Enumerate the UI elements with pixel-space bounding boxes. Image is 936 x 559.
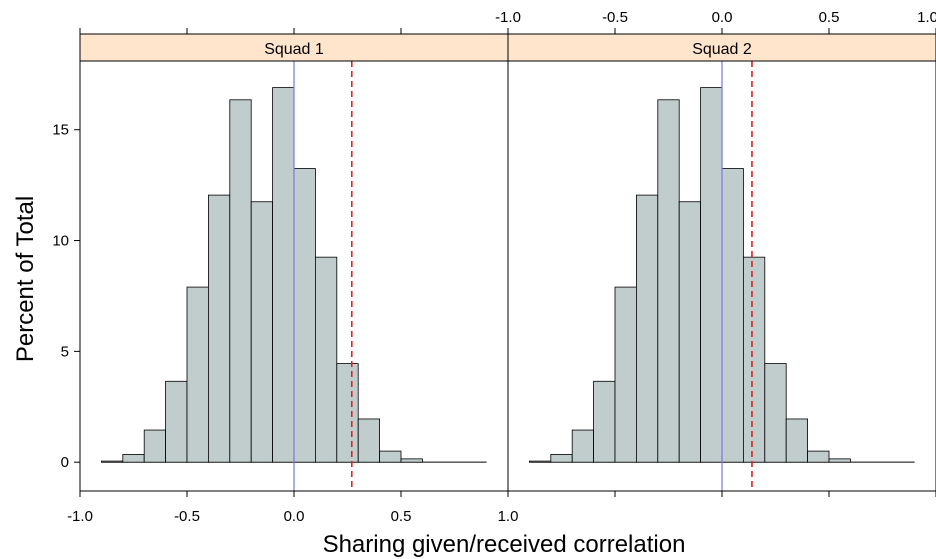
- histogram-bar: [550, 454, 573, 463]
- x-tick-label-top: 0.0: [712, 9, 733, 26]
- y-tick-label: 10: [52, 233, 69, 250]
- x-tick-label-top: -0.5: [602, 9, 628, 26]
- histogram-bar: [529, 460, 552, 463]
- histogram-bar: [571, 429, 595, 463]
- x-tick-label-top: 0.5: [819, 9, 840, 26]
- histogram-bar: [700, 87, 723, 463]
- x-tick-label-bottom: -0.5: [174, 508, 200, 525]
- histogram-bar: [143, 429, 166, 463]
- histogram-bar: [400, 458, 423, 463]
- x-tick-label-bottom: 1.0: [498, 508, 519, 525]
- y-tick-label: 5: [61, 343, 69, 360]
- histogram-bar: [785, 418, 809, 463]
- histogram-bar: [314, 256, 338, 463]
- x-axis-title: Sharing given/received correlation: [323, 531, 686, 558]
- histogram-bar: [101, 460, 124, 463]
- histogram-bar: [828, 458, 851, 463]
- histogram-bar: [122, 454, 145, 463]
- y-tick-label: 0: [61, 454, 69, 471]
- histogram-bar: [272, 87, 295, 463]
- x-tick-label-bottom: 0.5: [391, 508, 412, 525]
- histogram-bar: [743, 256, 766, 463]
- histogram-bar: [165, 380, 188, 463]
- x-tick-label-top: 1.0: [917, 9, 936, 26]
- histogram-bar: [379, 450, 402, 463]
- y-axis-title: Percent of Total: [12, 196, 39, 362]
- x-tick-label-bottom: -1.0: [67, 508, 93, 525]
- x-tick-label-bottom: 0.0: [284, 508, 305, 525]
- histogram-bar: [636, 194, 659, 463]
- histogram-bar: [657, 99, 680, 463]
- y-tick-label: 15: [52, 122, 69, 139]
- histogram-bar: [678, 201, 702, 463]
- histogram-bar: [357, 418, 381, 463]
- histogram-bar: [721, 168, 744, 463]
- panel-strip-2: [507, 33, 936, 62]
- histogram-bar: [293, 168, 316, 463]
- panel-title-2: Squad 2: [692, 41, 752, 58]
- histogram-bar: [593, 380, 616, 463]
- histogram-bar: [207, 194, 231, 463]
- panel-strip-1: [79, 33, 509, 62]
- histogram-bar: [764, 363, 787, 463]
- histogram-bar: [186, 286, 209, 463]
- histogram-bar: [229, 99, 252, 463]
- histogram-bar: [250, 201, 273, 463]
- histogram-bar: [614, 286, 637, 463]
- histogram-bar: [336, 363, 359, 463]
- panel-title-1: Squad 1: [264, 41, 324, 58]
- histogram-bar: [807, 450, 830, 463]
- x-tick-label-top: -1.0: [495, 9, 521, 26]
